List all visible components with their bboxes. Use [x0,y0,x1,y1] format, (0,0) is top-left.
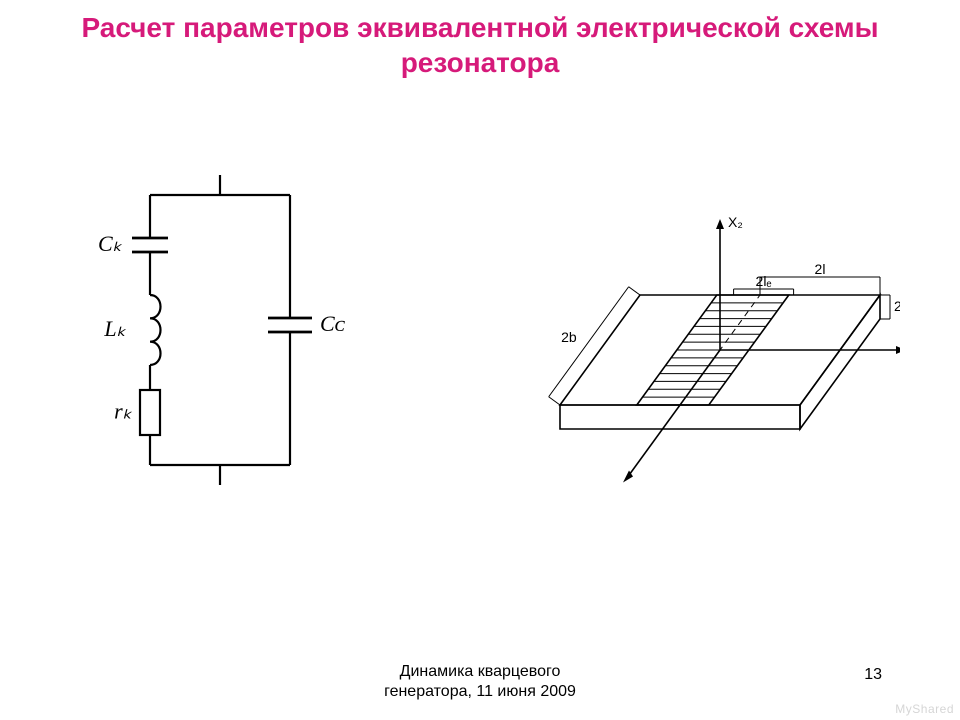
crystal-diagram: X₂X₁X₃2l2lₑ2a2b [480,185,900,485]
diagram-area: CₖLₖrₖCᴄ X₂X₁X₃2l2lₑ2a2b [0,120,960,550]
svg-text:X₂: X₂ [728,214,743,230]
page-number: 13 [864,666,882,684]
footer-line2: генератора, 11 июня 2009 [384,683,576,700]
svg-text:2b: 2b [561,329,577,345]
svg-text:2lₑ: 2lₑ [756,273,772,289]
svg-text:Cᴄ: Cᴄ [320,311,346,336]
footer: Динамика кварцевого генератора, 11 июня … [0,662,960,702]
circuit-diagram: Cₖ Lₖ rₖ Cᴄ [60,165,360,505]
svg-text:Lₖ: Lₖ [103,316,126,341]
svg-text:rₖ: rₖ [114,399,133,424]
svg-text:2a: 2a [894,298,900,314]
footer-line1: Динамика кварцевого [400,663,561,680]
svg-text:2l: 2l [815,261,826,277]
svg-text:X₃: X₃ [607,484,622,486]
slide-title: Расчет параметров эквивалентной электрич… [0,10,960,80]
svg-text:Cₖ: Cₖ [98,231,123,256]
watermark: MySharеd [895,702,954,716]
